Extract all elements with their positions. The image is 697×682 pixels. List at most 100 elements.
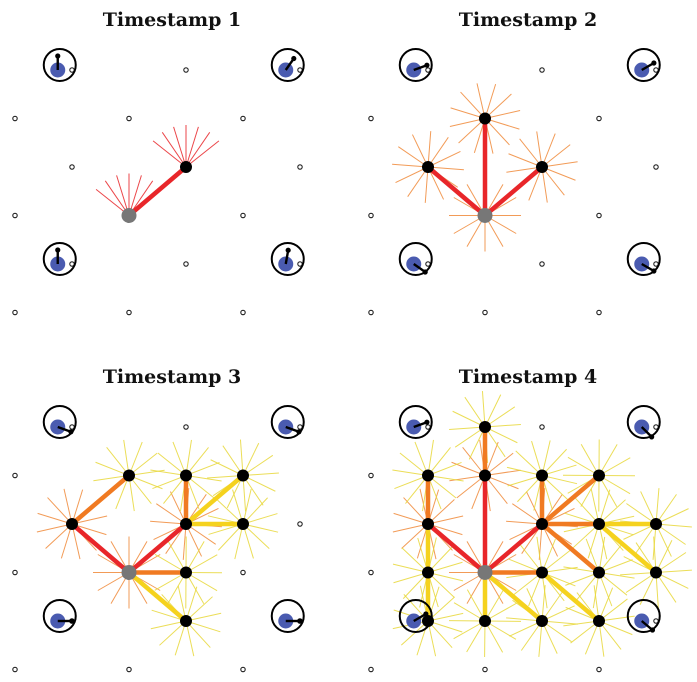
sensor-ray (123, 439, 130, 476)
tree-node (479, 615, 491, 627)
sensor-ray (484, 426, 518, 444)
sensor-ray (167, 572, 187, 604)
sensor-ray (541, 166, 565, 196)
grid-node (12, 472, 18, 479)
sensor-ray (242, 472, 279, 476)
grid-node (12, 666, 18, 673)
sensor-ray (185, 132, 211, 168)
sensor-ray (598, 523, 608, 560)
sensor-ray (71, 523, 81, 560)
grid-node (126, 309, 132, 316)
sensor-ray (216, 499, 244, 525)
tree-edge (482, 570, 545, 624)
sensor-ray (625, 572, 657, 593)
sensor-ray (173, 126, 187, 168)
tree-node (650, 518, 662, 530)
grid-node (596, 212, 602, 219)
tree-node (422, 566, 434, 579)
grid-node (240, 569, 246, 576)
grid-node (126, 115, 132, 122)
arrow-head (649, 627, 656, 633)
arrow-head (424, 62, 430, 68)
compass-ring (626, 405, 661, 439)
tree-edge (69, 473, 132, 527)
grid-node (240, 212, 246, 219)
sensor-ray (185, 475, 215, 499)
sensor-ray (484, 452, 514, 476)
tree-edge (126, 521, 189, 575)
sensor-ray (484, 110, 521, 119)
arrow-head (649, 434, 655, 440)
sensor-ray (177, 585, 187, 622)
sensor-ray (156, 503, 187, 525)
panel-title: Timestamp 3 (103, 366, 242, 388)
tree-edge (539, 521, 602, 575)
sensor-ray (484, 93, 512, 119)
grid-node (653, 164, 659, 170)
sensor-ray (232, 489, 244, 525)
grid-node (539, 261, 545, 267)
sensor-ray (655, 539, 673, 573)
sensor-ray (185, 620, 195, 657)
grid-node (183, 67, 189, 73)
sensor-ray (185, 447, 209, 476)
sensor-ray (242, 523, 254, 559)
sensor-ray (466, 620, 486, 653)
grid-node (183, 261, 189, 267)
sensor-ray (574, 497, 600, 525)
sensor-ray (541, 166, 548, 203)
sensor-ray (63, 488, 73, 525)
sensor-ray (484, 469, 521, 476)
sensor-ray (37, 512, 73, 525)
sensor-ray (519, 138, 543, 168)
arrow-head (651, 268, 657, 274)
root-node (477, 565, 493, 580)
compass-ring (626, 242, 661, 276)
sensor-ray (572, 523, 600, 549)
compass-ring (398, 599, 433, 633)
sensor-ray (655, 572, 677, 603)
compass-ring (398, 242, 433, 276)
sensor-ray (449, 118, 486, 127)
sensor-ray (161, 132, 187, 168)
tree-node (123, 469, 135, 482)
grid-node (368, 666, 374, 673)
sensor-ray (655, 508, 689, 525)
root-node (477, 208, 493, 223)
panel-title: Timestamp 1 (103, 9, 242, 31)
tree-edge (596, 521, 659, 575)
sensor-ray (242, 513, 278, 525)
sensor-ray (128, 452, 158, 476)
sensor-ray (456, 475, 486, 499)
sensor-ray (242, 454, 274, 476)
sensor-ray (398, 146, 429, 168)
compass-ring (626, 599, 661, 633)
sensor-ray (506, 617, 543, 622)
sensor-ray (405, 475, 429, 504)
tree-edge (539, 570, 602, 624)
sensor-ray (513, 572, 543, 596)
sensor-ray (538, 620, 543, 657)
grid-node (596, 666, 602, 673)
sensor-ray (239, 439, 244, 476)
sensor-ray (655, 572, 689, 589)
grid-node (69, 164, 75, 170)
grid-node (12, 309, 18, 316)
sensor-ray (541, 549, 571, 573)
arrow-head (423, 611, 429, 617)
sensor-ray (427, 499, 455, 525)
tree-edge (183, 473, 246, 527)
grid-node (368, 212, 374, 219)
sensor-ray (484, 589, 504, 622)
arrow-head (651, 60, 657, 66)
grid-node (297, 521, 303, 527)
tree-node (593, 566, 605, 579)
sensor-ray (536, 131, 543, 168)
tree-node (536, 161, 548, 173)
sensor-ray (541, 475, 569, 501)
sensor-ray (453, 620, 486, 640)
grid-node (297, 164, 303, 170)
sensor-ray (154, 572, 187, 591)
grid-node (240, 115, 246, 122)
